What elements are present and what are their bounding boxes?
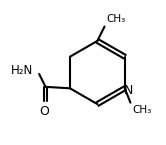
Text: H₂N: H₂N bbox=[10, 64, 33, 77]
Text: O: O bbox=[39, 105, 49, 118]
Text: CH₃: CH₃ bbox=[106, 14, 125, 24]
Text: CH₃: CH₃ bbox=[132, 105, 151, 115]
Text: N: N bbox=[124, 84, 133, 97]
